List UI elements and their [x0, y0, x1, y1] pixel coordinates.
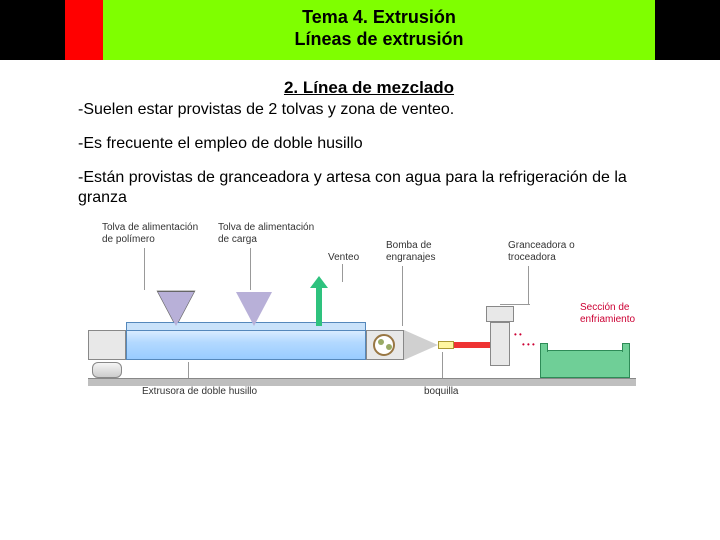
mixing-line-diagram: Tolva de alimentaciónde polímero Tolva d…: [88, 222, 648, 422]
label-tolva-carga: Tolva de alimentaciónde carga: [218, 222, 314, 246]
header-title-line1: Tema 4. Extrusión: [103, 6, 655, 28]
label-extrusora: Extrusora de doble husillo: [142, 386, 257, 398]
gear-dot: [386, 344, 392, 350]
cooling-tank: [540, 350, 630, 378]
label-granceadora: Granceadora otroceadora: [508, 240, 575, 264]
leader-line: [402, 266, 403, 326]
subtitle: 2. Línea de mezclado: [78, 78, 660, 98]
bullet-point: -Es frecuente el empleo de doble husillo: [78, 134, 660, 154]
leader-line: [342, 264, 343, 282]
content: 2. Línea de mezclado -Suelen estar provi…: [0, 60, 720, 422]
granulator: [490, 322, 510, 366]
venteo-arrow-icon: [316, 286, 322, 326]
header-title-line2: Líneas de extrusión: [103, 28, 655, 50]
hopper-1: [158, 292, 194, 326]
hot-strand: [454, 342, 490, 348]
leader-line: [144, 248, 145, 290]
leader-line: [528, 266, 529, 304]
label-venteo: Venteo: [328, 252, 359, 264]
pellets-icon: • •: [514, 330, 522, 339]
label-enfriamiento: Sección deenfriamiento: [580, 302, 635, 326]
hopper-2: [236, 292, 272, 326]
label-tolva-polimero: Tolva de alimentaciónde polímero: [102, 222, 198, 246]
gear-dot: [378, 339, 384, 345]
die-nozzle: [438, 341, 454, 349]
extruder-barrel: [126, 330, 366, 360]
bullet-point: -Están provistas de granceadora y artesa…: [78, 168, 660, 208]
granulator-head: [486, 306, 514, 322]
header-red: [65, 0, 103, 60]
leader-line: [250, 248, 251, 290]
header-green: Tema 4. Extrusión Líneas de extrusión: [103, 0, 655, 60]
header-black-left: [0, 0, 65, 60]
diagram-base: [88, 378, 636, 386]
leader-line: [500, 304, 530, 305]
die-cone: [404, 330, 438, 360]
motor: [88, 330, 126, 360]
label-bomba: Bomba deengranajes: [386, 240, 435, 264]
header-black-right: [655, 0, 720, 60]
bullet-point: -Suelen estar provistas de 2 tolvas y zo…: [78, 100, 660, 120]
header: Tema 4. Extrusión Líneas de extrusión: [0, 0, 720, 60]
pellets-icon: • • •: [522, 340, 535, 349]
label-boquilla: boquilla: [424, 386, 458, 398]
motor-foot: [92, 362, 122, 378]
